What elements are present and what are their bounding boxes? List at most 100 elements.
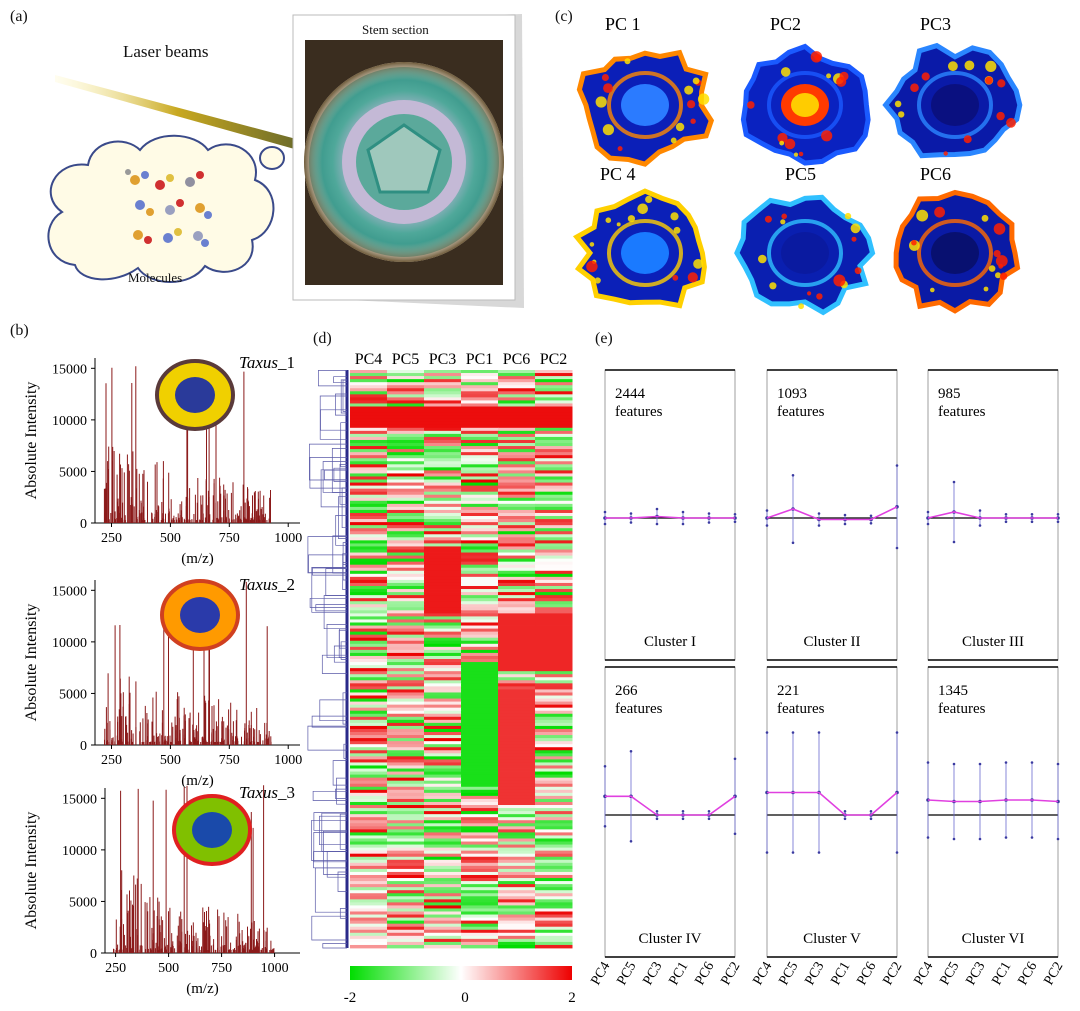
ytick-label: 0 <box>80 739 87 754</box>
cluster-count: 2444 <box>615 386 646 402</box>
cluster-xtick: PC3 <box>802 960 827 988</box>
molecules-cloud <box>47 134 275 283</box>
ytick-label: 5000 <box>59 465 87 480</box>
spectrum-inset-map <box>155 359 235 431</box>
xtick-label: 250 <box>101 531 122 546</box>
heatmap-col-PC2: PC2 <box>540 351 568 368</box>
ytick-label: 15000 <box>52 362 87 377</box>
cluster-xtick: PC5 <box>937 960 962 988</box>
heatmap-col-PC6: PC6 <box>503 351 531 368</box>
spectrum-inset-map <box>172 794 252 866</box>
pc-map-4 <box>572 188 707 309</box>
xtick-label: 500 <box>160 531 181 546</box>
mean-line <box>605 515 735 519</box>
ytick-label: 15000 <box>62 792 97 807</box>
cluster-panel-6: 1345 features Cluster VI PC4 PC5 PC3 PC1 PC6 PC2 <box>911 666 1066 988</box>
cluster-xtick: PC6 <box>854 960 879 988</box>
colorbar-mid: 0 <box>461 990 469 1006</box>
xtick-label: 1000 <box>261 961 289 976</box>
panel-a-illustration <box>47 14 524 308</box>
ytick-label: 5000 <box>59 687 87 702</box>
heatmap-col-PC4: PC4 <box>355 351 383 368</box>
pc-title-6: PC6 <box>920 164 951 184</box>
heatmap-cells <box>350 370 573 949</box>
spectrum-peaks <box>103 365 271 523</box>
ytick-label: 10000 <box>52 636 87 651</box>
xtick-label: 500 <box>158 961 179 976</box>
ytick-label: 5000 <box>69 895 97 910</box>
mean-line <box>767 791 898 816</box>
pc-map-2 <box>740 43 871 166</box>
spectrum-3: 15000 10000 5000 0 250 500 750 1000 Taxus_3 Absol… <box>23 783 300 997</box>
cluster-xtick: PC4 <box>750 960 775 988</box>
heatmap-col-PC1: PC1 <box>466 351 494 368</box>
pc-map-1 <box>576 49 715 167</box>
heatmap-colorbar <box>350 966 572 980</box>
cluster-count: 1093 <box>777 386 807 402</box>
cluster-panel-4: 266 features Cluster IV PC4 PC5 PC3 PC1 PC6 PC2 <box>590 666 743 988</box>
xtick-label: 250 <box>101 753 122 768</box>
spectrum-ylabel: Absolute Intensity <box>23 812 40 930</box>
spectrum-name: Taxus_3 <box>239 783 295 802</box>
spectrum-name: Taxus_2 <box>239 575 295 594</box>
pc-title-3: PC3 <box>920 14 951 34</box>
mean-point <box>1056 799 1060 804</box>
cluster-name: Cluster I <box>644 634 696 650</box>
molecule-icons <box>125 169 212 247</box>
cluster-name: Cluster III <box>962 634 1024 650</box>
cluster-unit: features <box>615 404 663 420</box>
mean-line <box>605 795 736 816</box>
pc-map-5 <box>734 194 876 316</box>
cluster-panel-2: 1093 features Cluster II <box>765 369 899 661</box>
spectrum-xlabel: (m/z) <box>186 981 218 997</box>
panel-d-heatmap: PC4 PC5 PC3 PC1 PC6 PC2 -2 0 2 <box>307 351 576 1006</box>
cluster-xtick: PC6 <box>1015 960 1040 988</box>
spectrum-xlabel: (m/z) <box>181 773 213 789</box>
ytick-label: 15000 <box>52 584 87 599</box>
panel-label-c: (c) <box>555 8 573 25</box>
stem-section-label: Stem section <box>362 22 429 37</box>
panel-e-clusters: 2444 features Cluster I 1093 features Cluster… <box>590 369 1066 988</box>
cluster-panel-3: 985 features Cluster III <box>926 369 1060 661</box>
panel-label-d: (d) <box>313 330 332 347</box>
cluster-unit: features <box>938 701 986 717</box>
panel-label-b: (b) <box>10 322 29 339</box>
mean-line <box>927 511 1058 519</box>
xtick-label: 750 <box>211 961 232 976</box>
cluster-name: Cluster II <box>803 634 860 650</box>
pc-map-6 <box>893 189 1021 314</box>
panel-label-e: (e) <box>595 330 613 347</box>
cluster-xtick: PC2 <box>1041 960 1066 988</box>
cluster-xtick: PC6 <box>692 960 717 988</box>
xtick-label: 250 <box>105 961 126 976</box>
cluster-panel-5: 221 features Cluster V PC4 PC5 PC3 PC1 PC6 PC2 <box>750 666 905 988</box>
xtick-label: 500 <box>160 753 181 768</box>
cluster-count: 221 <box>777 683 800 699</box>
cluster-xtick: PC3 <box>963 960 988 988</box>
cluster-count: 985 <box>938 386 961 402</box>
spectrum-peaks <box>104 581 272 745</box>
spectrum-ylabel: Absolute Intensity <box>23 382 40 500</box>
cluster-xtick: PC1 <box>989 960 1014 988</box>
ytick-label: 0 <box>90 947 97 962</box>
xtick-label: 1000 <box>274 753 302 768</box>
cluster-xtick: PC3 <box>640 960 665 988</box>
cluster-xtick: PC5 <box>776 960 801 988</box>
spectrum-name: Taxus_1 <box>239 353 295 372</box>
cluster-xtick: PC1 <box>666 960 691 988</box>
ytick-label: 10000 <box>62 844 97 859</box>
spectrum-inset-map <box>160 579 240 651</box>
pc-title-1: PC 1 <box>605 14 641 34</box>
ytick-label: 0 <box>80 517 87 532</box>
cluster-xtick: PC4 <box>590 960 613 988</box>
cluster-name: Cluster V <box>803 931 861 947</box>
spectrum-ylabel: Absolute Intensity <box>23 604 40 722</box>
laser-beam <box>55 75 300 150</box>
mean-line <box>766 506 898 521</box>
pc-title-5: PC5 <box>785 164 816 184</box>
cluster-unit: features <box>615 701 663 717</box>
xtick-label: 750 <box>219 531 240 546</box>
ytick-label: 10000 <box>52 414 87 429</box>
xtick-label: 1000 <box>274 531 302 546</box>
